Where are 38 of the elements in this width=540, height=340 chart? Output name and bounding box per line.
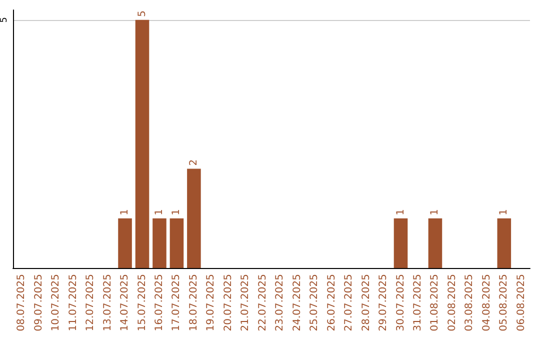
x-tick-label: 06.08.2025 [516, 274, 527, 332]
data-label: 1 [498, 209, 510, 216]
x-tick-label: 05.08.2025 [498, 274, 510, 332]
data-label: 1 [171, 209, 182, 216]
x-tick-label: 27.07.2025 [344, 274, 355, 332]
x-tick-label: 16.07.2025 [154, 274, 165, 332]
x-tick-label: 25.07.2025 [309, 274, 320, 332]
x-tick-label: 15.07.2025 [136, 274, 148, 332]
x-tick-label: 14.07.2025 [120, 274, 131, 332]
x-tick-label: 17.07.2025 [171, 274, 182, 332]
x-tick-label: 11.07.2025 [68, 274, 79, 332]
data-label: 2 [188, 159, 200, 166]
x-tick-label: 08.07.2025 [16, 274, 28, 332]
x-tick-label: 13.07.2025 [102, 274, 114, 332]
x-tick-label: 26.07.2025 [326, 274, 338, 332]
x-tick-label: 28.07.2025 [360, 274, 372, 332]
x-tick-label: 04.08.2025 [481, 274, 492, 332]
x-tick-label: 12.07.2025 [85, 274, 96, 332]
data-label: 1 [154, 209, 165, 216]
x-tick-label: 21.07.2025 [240, 274, 252, 332]
data-label: 1 [395, 209, 406, 216]
x-tick-label: 10.07.2025 [50, 274, 62, 332]
x-tick-label: 22.07.2025 [257, 274, 268, 332]
x-tick-label: 19.07.2025 [206, 274, 217, 332]
data-label: 5 [136, 10, 148, 17]
data-label: 1 [120, 209, 131, 216]
x-tick-label: 29.07.2025 [378, 274, 390, 332]
x-tick-label: 01.08.2025 [430, 274, 441, 332]
data-label: 1 [430, 209, 441, 216]
x-tick-label: 31.07.2025 [412, 274, 424, 332]
x-tick-label: 02.08.2025 [446, 274, 458, 332]
x-tick-label: 18.07.2025 [188, 274, 200, 332]
x-tick-label: 09.07.2025 [33, 274, 44, 332]
x-tick-label: 23.07.2025 [274, 274, 286, 332]
x-tick-label: 20.07.2025 [222, 274, 234, 332]
x-tick-label: 03.08.2025 [464, 274, 476, 332]
x-tick-label: 24.07.2025 [292, 274, 303, 332]
x-tick-label: 30.07.2025 [395, 274, 406, 332]
